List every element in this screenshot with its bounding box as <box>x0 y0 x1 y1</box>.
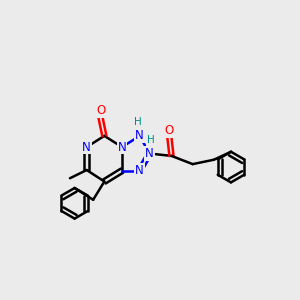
Text: N: N <box>145 147 154 160</box>
Text: O: O <box>165 124 174 137</box>
Text: H: H <box>147 135 155 145</box>
Text: N: N <box>135 129 144 142</box>
Text: N: N <box>135 164 144 177</box>
Text: O: O <box>96 104 105 117</box>
Text: H: H <box>134 117 142 127</box>
Text: N: N <box>118 141 126 154</box>
Text: N: N <box>82 141 91 154</box>
